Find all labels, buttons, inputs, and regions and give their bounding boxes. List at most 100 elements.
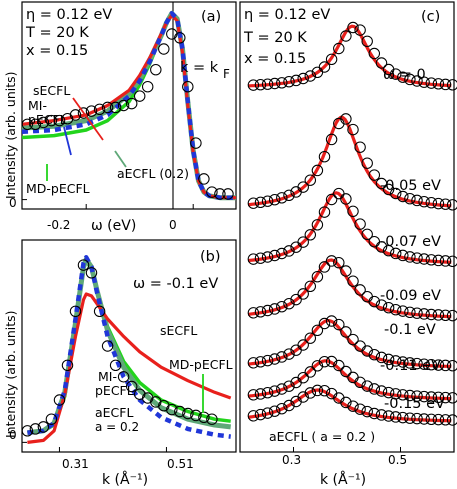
data-point	[347, 205, 359, 218]
data-point	[311, 324, 324, 337]
data-point	[290, 293, 302, 306]
panel-a-data-points	[21, 28, 234, 200]
panel-a-kf-text: k = k	[180, 60, 219, 76]
data-point	[446, 79, 457, 91]
data-point	[247, 389, 260, 401]
data-point	[439, 198, 452, 210]
data-point	[276, 383, 288, 395]
data-point	[254, 78, 267, 91]
data-point	[276, 402, 288, 415]
data-point	[268, 405, 281, 417]
data-point	[354, 218, 366, 230]
data-point	[333, 318, 345, 331]
data-point	[347, 333, 359, 346]
data-point	[261, 386, 274, 399]
panel-b-label: (b)	[200, 249, 221, 265]
data-point	[125, 97, 138, 110]
data-point	[174, 405, 186, 418]
data-point	[45, 413, 58, 425]
data-point	[354, 141, 366, 153]
data-point	[276, 77, 288, 89]
panel-c-ticks	[293, 447, 401, 452]
data-point	[85, 267, 98, 279]
data-point	[411, 390, 423, 402]
data-point	[198, 173, 210, 185]
panel-b-xtick-031: 0.31	[62, 457, 89, 471]
data-point	[304, 280, 317, 293]
panel-a: η = 0.12 eV T = 20 K x = 0.15 (a) k = k …	[3, 1, 237, 234]
data-point	[276, 192, 288, 204]
data-point	[325, 255, 338, 267]
panel-b-y-zero: 0	[9, 428, 17, 442]
panel-c-doping: x = 0.15	[244, 51, 306, 67]
data-point	[368, 169, 381, 181]
data-point	[254, 196, 267, 209]
data-point	[375, 57, 388, 69]
data-point	[368, 47, 381, 60]
data-point	[432, 309, 445, 321]
data-point	[290, 74, 302, 87]
panel-b-xtick-051: 0.51	[167, 457, 194, 471]
fit-curve	[247, 191, 452, 264]
panel-a-doping: x = 0.15	[26, 43, 88, 59]
data-point	[101, 101, 114, 114]
data-point	[69, 109, 82, 121]
data-point	[375, 409, 388, 421]
data-point	[361, 345, 373, 357]
data-point	[325, 53, 338, 66]
data-point	[190, 137, 202, 149]
data-point	[382, 301, 395, 314]
data-point	[382, 244, 395, 257]
data-point	[389, 388, 402, 400]
data-point	[361, 35, 373, 48]
data-point	[214, 188, 226, 200]
data-point	[247, 253, 260, 265]
data-point	[425, 358, 438, 371]
data-point	[45, 114, 58, 127]
data-point	[446, 255, 457, 268]
data-point	[397, 249, 409, 262]
data-point	[311, 360, 324, 372]
data-point	[261, 251, 274, 263]
data-point	[247, 197, 260, 209]
data-point	[247, 307, 260, 319]
data-point	[418, 413, 430, 425]
data-point	[174, 32, 186, 44]
data-point	[382, 183, 395, 196]
panel-b-aecfl-label-2: a = 0.2	[95, 420, 139, 434]
panel-a-y-zero: 0	[9, 196, 17, 210]
data-point	[397, 190, 409, 203]
data-point	[333, 256, 345, 269]
panel-b: (b) ω = -0.1 eV sECFL MD-pECFL MI- pECFL…	[3, 239, 237, 488]
data-point	[389, 411, 402, 423]
data-point	[254, 356, 267, 368]
panel-b-aecfl-label-1: aECFL	[95, 405, 133, 420]
panel-c-frame	[239, 1, 455, 453]
data-point	[411, 194, 423, 207]
data-point	[166, 403, 178, 416]
data-point	[297, 288, 309, 300]
data-point	[304, 332, 317, 344]
data-point	[261, 78, 274, 90]
data-point	[53, 394, 66, 406]
data-point	[304, 366, 317, 378]
panel-c: ω = 0 -0.05 eV -0.07 eV -0.09 eV -0.1 eV -0.1…	[239, 1, 457, 488]
data-point	[77, 259, 90, 271]
data-point	[297, 181, 309, 193]
data-point	[325, 315, 338, 327]
data-point	[354, 403, 366, 415]
panel-a-mi-label-2: pECFL	[28, 112, 67, 127]
data-point	[411, 357, 423, 370]
data-point	[109, 359, 122, 372]
data-point	[311, 219, 324, 231]
panel-c-xtick-03: 0.3	[282, 453, 301, 467]
data-point	[283, 245, 295, 257]
panel-b-ylabel: Intensity (arb. units)	[3, 310, 18, 438]
data-point	[439, 309, 452, 322]
data-point	[222, 188, 234, 200]
data-point	[340, 265, 352, 277]
fit-curve	[247, 115, 452, 208]
data-point	[340, 326, 352, 338]
data-point	[304, 387, 317, 399]
